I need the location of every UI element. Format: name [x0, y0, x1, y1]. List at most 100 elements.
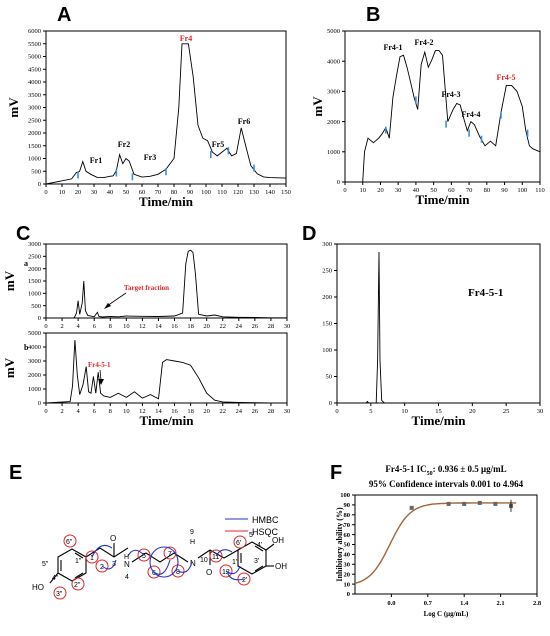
- x-tick-label: 90: [501, 187, 508, 194]
- plot-frame: [336, 243, 541, 404]
- atom-4pp: 4": [52, 575, 59, 582]
- y-tick-label: 1000: [28, 386, 41, 393]
- y-tick-label: 60: [344, 532, 351, 539]
- fraction-label: Fr1: [90, 156, 102, 165]
- y-axis-label: mV: [6, 97, 21, 118]
- ic50-title: Fr4-5-1 IC50: 0.936 ± 0.5 μg/mL: [385, 464, 506, 477]
- panel-label-b: B: [366, 4, 380, 26]
- target-fraction-arrow: [106, 292, 127, 307]
- data-point: [493, 501, 498, 506]
- y-tick-label: 0: [337, 179, 340, 186]
- hsqc-legend-label: HSQC: [252, 527, 279, 537]
- y-tick-label: 1000: [28, 156, 41, 163]
- x-tick-label: 15: [435, 408, 442, 415]
- fraction-cut-marker: [384, 126, 387, 134]
- y-tick-label: 200: [322, 294, 332, 301]
- x-tick-label: 26: [252, 323, 259, 330]
- fr4-5-1-annotation: Fr4-5-1: [88, 361, 111, 369]
- fraction-cut-marker: [131, 173, 134, 181]
- panel-e-structure: HMBC HSQC HO O N H N H O OH OH 1 2: [32, 515, 287, 600]
- y-tick-label: 90: [344, 502, 351, 509]
- plot-frame: [354, 494, 538, 595]
- x-tick-label: 20: [203, 408, 210, 415]
- x-tick-label: 4: [77, 323, 81, 330]
- chromatogram-trace: [45, 43, 287, 185]
- x-tick-label: 14: [155, 408, 162, 415]
- x-tick-label: 70: [466, 187, 473, 194]
- atom-4: 4: [125, 574, 129, 581]
- y-tick-label: 0: [347, 591, 350, 598]
- x-tick-label: 8: [109, 408, 112, 415]
- amide-n-right: N: [190, 559, 196, 568]
- x-tick-label: 28: [268, 408, 275, 415]
- x-tick-label: 130: [249, 189, 259, 196]
- fraction-label: Fr4-2: [414, 38, 433, 47]
- x-axis-label: Time/min: [139, 194, 194, 209]
- x-tick-label: 30: [395, 187, 402, 194]
- y-tick-label: 100: [340, 492, 350, 499]
- x-tick-label: 26: [252, 408, 259, 415]
- x-tick-label: 1.4: [460, 600, 469, 607]
- amide-n-left: N: [124, 560, 130, 569]
- fraction-cut-marker: [227, 147, 230, 155]
- x-tick-label: 60: [139, 189, 146, 196]
- x-tick-label: 0: [44, 408, 47, 415]
- y-tick-label: 100: [322, 347, 332, 354]
- x-tick-label: 70: [155, 189, 162, 196]
- fraction-label: Fr4-5: [496, 73, 515, 82]
- left-benzene-ring: [57, 548, 87, 582]
- panel-label-d: D: [302, 223, 316, 245]
- fraction-cut-marker: [415, 96, 417, 104]
- subplot-label-b: b: [24, 343, 29, 352]
- atom-2p: 2': [242, 577, 247, 584]
- fraction-cut-marker: [77, 171, 79, 179]
- x-tick-label: 120: [233, 189, 243, 196]
- x-tick-label: 22: [219, 408, 226, 415]
- x-axis-label: Log C (μg/mL): [424, 610, 469, 618]
- chromatogram-trace: [337, 251, 540, 404]
- atom-5pp: 5": [42, 561, 49, 568]
- x-tick-label: 2: [60, 323, 63, 330]
- panel-a-chromatogram: 0 10 20 30 40 50 60 70 80 90 100 110 120 130 140 150050…: [6, 28, 291, 209]
- y-tick-label: 5000: [28, 54, 41, 61]
- fraction-label: Fr4-1: [383, 43, 402, 52]
- fraction-cut-marker: [253, 164, 255, 172]
- atom-10: 10: [200, 557, 208, 564]
- y-tick-label: 2000: [327, 119, 340, 126]
- butyl-chain: [131, 552, 189, 563]
- data-point: [446, 501, 451, 506]
- fraction-cut-marker: [500, 111, 502, 119]
- x-axis-label: Time/min: [412, 413, 467, 428]
- panel-c-a-chromatogram: 0 2 4 6 8 10 12 14 16 18 20 22 24 26 28 300500100015002…: [2, 241, 290, 330]
- x-axis-label: Time/min: [140, 413, 195, 428]
- x-tick-label: 50: [430, 187, 437, 194]
- y-tick-label: 1500: [28, 143, 41, 150]
- atom-2pp: 2": [74, 582, 81, 589]
- y-tick-label: 300: [322, 241, 332, 248]
- fr4-5-1-arrow: [99, 369, 102, 381]
- y-tick-label: 2000: [28, 266, 41, 273]
- x-tick-label: 8: [109, 323, 112, 330]
- y-tick-label: 20: [344, 571, 351, 578]
- atom-8: 8: [176, 569, 180, 576]
- fraction-cut-marker: [445, 120, 447, 128]
- fraction-cut-marker: [468, 129, 470, 137]
- y-axis-label: mV: [2, 270, 17, 291]
- fraction-cut-marker: [526, 129, 529, 137]
- x-tick-label: 0.0: [387, 600, 395, 607]
- y-tick-label: 4000: [28, 344, 41, 351]
- fraction-label: Fr4-3: [441, 90, 460, 99]
- atom-4p: 4': [257, 542, 262, 549]
- plot-frame: [344, 30, 541, 183]
- chromatogram-trace: [46, 249, 287, 319]
- amide-h-right: H: [190, 539, 195, 546]
- atom-6: 6: [152, 570, 156, 577]
- data-point: [462, 501, 467, 506]
- y-axis-label: mV: [310, 96, 325, 117]
- atom-1p: 1': [232, 559, 237, 566]
- target-fraction-arrowhead: [104, 303, 111, 309]
- y-tick-label: 40: [344, 552, 351, 559]
- subplot-label-a: a: [24, 259, 28, 268]
- atom-1: 1: [90, 555, 94, 562]
- x-tick-label: 30: [284, 408, 291, 415]
